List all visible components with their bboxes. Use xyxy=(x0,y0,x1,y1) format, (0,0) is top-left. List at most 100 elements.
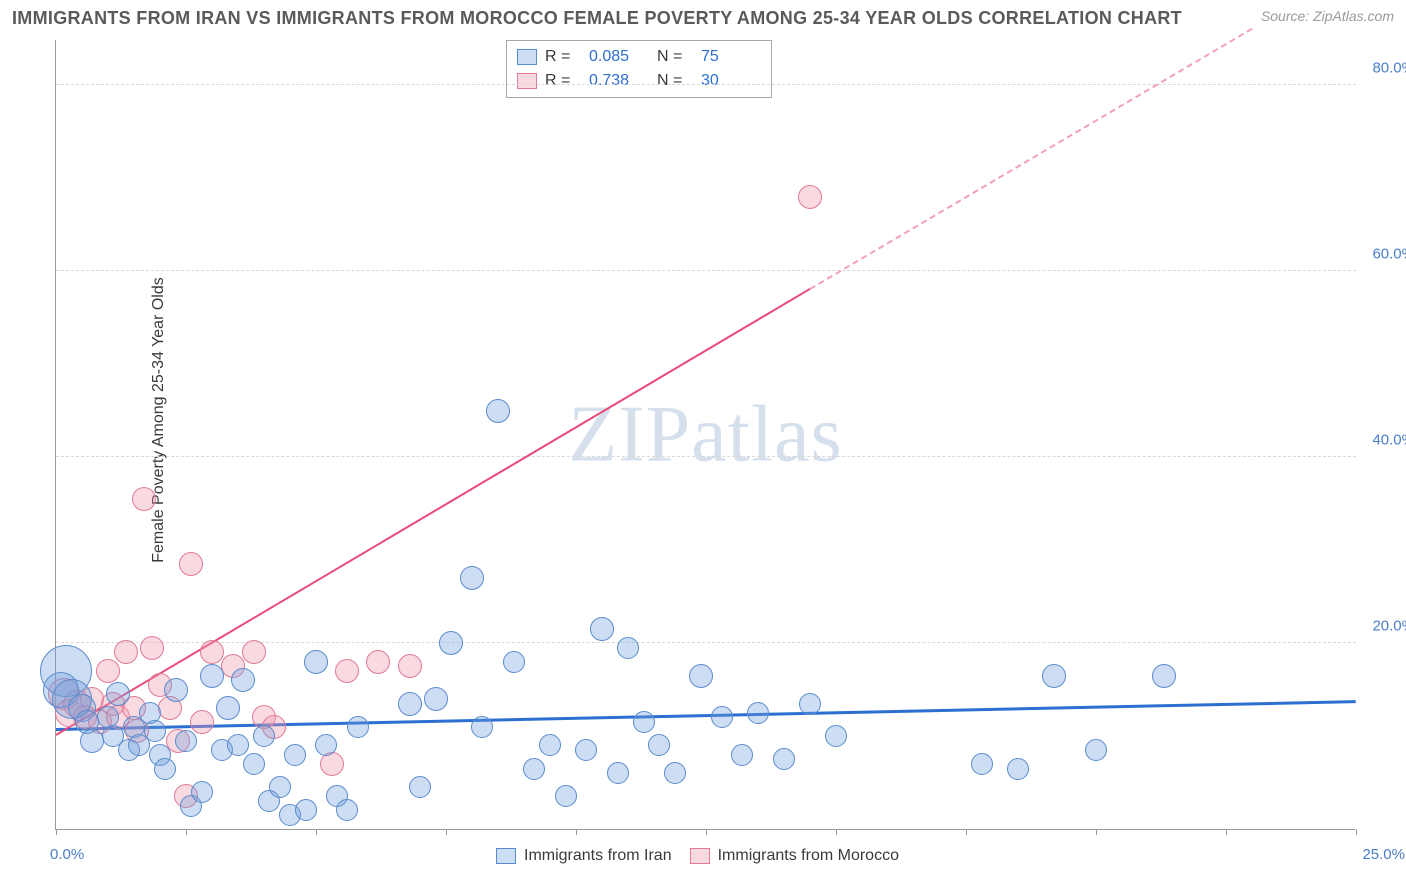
data-point xyxy=(471,716,493,738)
data-point xyxy=(1042,664,1066,688)
data-point xyxy=(336,799,358,821)
scatter-plot: ZIPatlas R = 0.085 N = 75 R = 0.738 N = … xyxy=(55,40,1355,830)
data-point xyxy=(132,487,156,511)
trend-line xyxy=(809,28,1252,290)
x-tick xyxy=(446,829,447,835)
data-point xyxy=(633,711,655,733)
trend-line xyxy=(56,701,1356,732)
data-point xyxy=(523,758,545,780)
x-tick xyxy=(56,829,57,835)
data-point xyxy=(1007,758,1029,780)
x-tick xyxy=(316,829,317,835)
data-point xyxy=(575,739,597,761)
data-point xyxy=(503,651,525,673)
y-tick-label: 40.0% xyxy=(1365,432,1406,449)
x-tick xyxy=(836,829,837,835)
data-point xyxy=(140,636,164,660)
data-point xyxy=(80,729,104,753)
legend-row-pink: R = 0.738 N = 30 xyxy=(517,69,761,93)
swatch-pink-icon xyxy=(690,848,710,864)
data-point xyxy=(648,734,670,756)
data-point xyxy=(825,725,847,747)
data-point xyxy=(731,744,753,766)
data-point xyxy=(689,664,713,688)
data-point xyxy=(284,744,306,766)
n-value: 75 xyxy=(701,48,761,66)
legend-label: Immigrants from Morocco xyxy=(718,847,899,865)
data-point xyxy=(335,659,359,683)
data-point xyxy=(190,710,214,734)
data-point xyxy=(555,785,577,807)
data-point xyxy=(607,762,629,784)
r-value: 0.085 xyxy=(589,48,649,66)
data-point xyxy=(106,682,130,706)
y-tick-label: 20.0% xyxy=(1365,618,1406,635)
watermark: ZIPatlas xyxy=(568,389,843,480)
x-tick-label-max: 25.0% xyxy=(1362,846,1405,863)
x-tick xyxy=(186,829,187,835)
n-label: N = xyxy=(657,48,693,66)
data-point xyxy=(409,776,431,798)
gridline xyxy=(56,270,1356,271)
legend-item-morocco: Immigrants from Morocco xyxy=(690,847,899,865)
gridline xyxy=(56,456,1356,457)
data-point xyxy=(191,781,213,803)
x-tick xyxy=(706,829,707,835)
data-point xyxy=(664,762,686,784)
title-bar: IMMIGRANTS FROM IRAN VS IMMIGRANTS FROM … xyxy=(12,8,1394,29)
data-point xyxy=(269,776,291,798)
data-point xyxy=(617,637,639,659)
legend-label: Immigrants from Iran xyxy=(524,847,672,865)
data-point xyxy=(200,664,224,688)
data-point xyxy=(175,730,197,752)
data-point xyxy=(253,725,275,747)
gridline xyxy=(56,84,1356,85)
legend-series: Immigrants from Iran Immigrants from Mor… xyxy=(496,847,899,865)
data-point xyxy=(227,734,249,756)
legend-item-iran: Immigrants from Iran xyxy=(496,847,672,865)
data-point xyxy=(747,702,769,724)
data-point xyxy=(798,185,822,209)
data-point xyxy=(96,659,120,683)
data-point xyxy=(304,650,328,674)
data-point xyxy=(711,706,733,728)
data-point xyxy=(439,631,463,655)
data-point xyxy=(799,693,821,715)
data-point xyxy=(398,692,422,716)
x-tick xyxy=(1226,829,1227,835)
data-point xyxy=(144,720,166,742)
x-tick-label-min: 0.0% xyxy=(50,846,84,863)
data-point xyxy=(460,566,484,590)
swatch-pink-icon xyxy=(517,73,537,89)
n-label: N = xyxy=(657,72,693,90)
data-point xyxy=(179,552,203,576)
data-point xyxy=(773,748,795,770)
data-point xyxy=(164,678,188,702)
r-label: R = xyxy=(545,48,581,66)
r-label: R = xyxy=(545,72,581,90)
legend-row-blue: R = 0.085 N = 75 xyxy=(517,45,761,69)
data-point xyxy=(243,753,265,775)
data-point xyxy=(1152,664,1176,688)
legend-correlation: R = 0.085 N = 75 R = 0.738 N = 30 xyxy=(506,40,772,98)
data-point xyxy=(347,716,369,738)
swatch-blue-icon xyxy=(496,848,516,864)
x-tick xyxy=(576,829,577,835)
data-point xyxy=(971,753,993,775)
data-point xyxy=(231,668,255,692)
data-point xyxy=(315,734,337,756)
swatch-blue-icon xyxy=(517,49,537,65)
source-label: Source: ZipAtlas.com xyxy=(1261,8,1394,24)
data-point xyxy=(242,640,266,664)
data-point xyxy=(114,640,138,664)
data-point xyxy=(539,734,561,756)
x-tick xyxy=(1096,829,1097,835)
data-point xyxy=(486,399,510,423)
data-point xyxy=(590,617,614,641)
x-tick xyxy=(1356,829,1357,835)
data-point xyxy=(1085,739,1107,761)
data-point xyxy=(216,696,240,720)
data-point xyxy=(424,687,448,711)
r-value: 0.738 xyxy=(589,72,649,90)
data-point xyxy=(295,799,317,821)
